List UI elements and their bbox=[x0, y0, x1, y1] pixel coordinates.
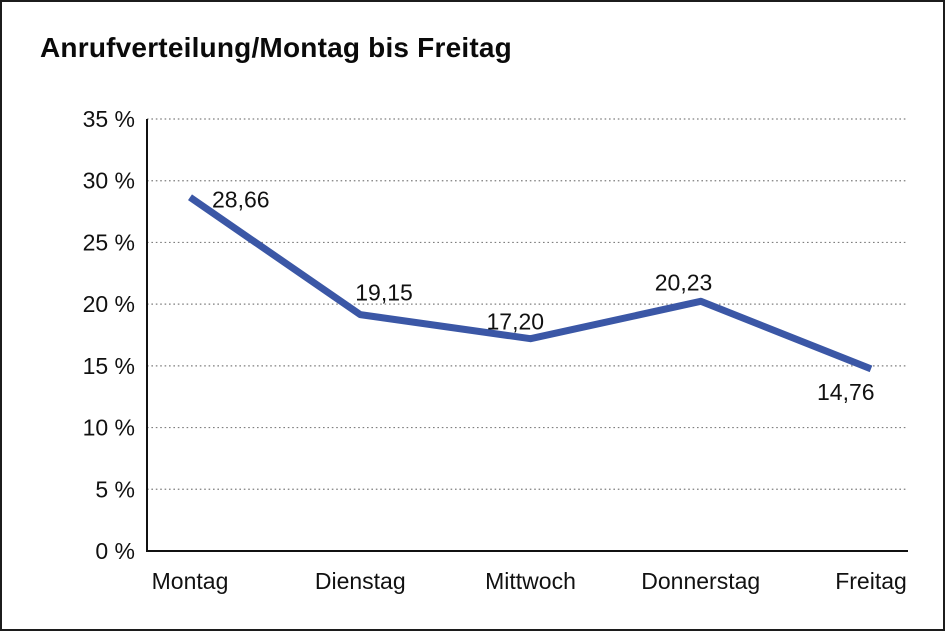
x-category-label-3: Donnerstag bbox=[641, 568, 760, 594]
y-tick-label-20: 20 % bbox=[83, 291, 135, 317]
y-tick-label-15: 15 % bbox=[83, 353, 135, 379]
data-label-1: 19,15 bbox=[355, 280, 413, 306]
y-tick-label-35: 35 % bbox=[83, 106, 135, 132]
chart-title: Anrufverteilung/Montag bis Freitag bbox=[40, 32, 512, 63]
y-tick-label-30: 30 % bbox=[83, 168, 135, 194]
y-tick-label-5: 5 % bbox=[95, 476, 135, 502]
data-label-0: 28,66 bbox=[212, 186, 270, 212]
y-tick-label-10: 10 % bbox=[83, 415, 135, 441]
x-category-label-0: Montag bbox=[152, 568, 229, 594]
data-label-2: 17,20 bbox=[487, 309, 545, 335]
x-category-label-1: Dienstag bbox=[315, 568, 406, 594]
data-line bbox=[188, 194, 873, 373]
x-category-label-4: Freitag bbox=[835, 568, 907, 594]
y-tick-label-0: 0 % bbox=[95, 538, 135, 564]
data-label-4: 14,76 bbox=[817, 379, 875, 405]
y-tick-label-25: 25 % bbox=[83, 229, 135, 255]
data-label-3: 20,23 bbox=[655, 269, 713, 295]
x-category-label-2: Mittwoch bbox=[485, 568, 576, 594]
